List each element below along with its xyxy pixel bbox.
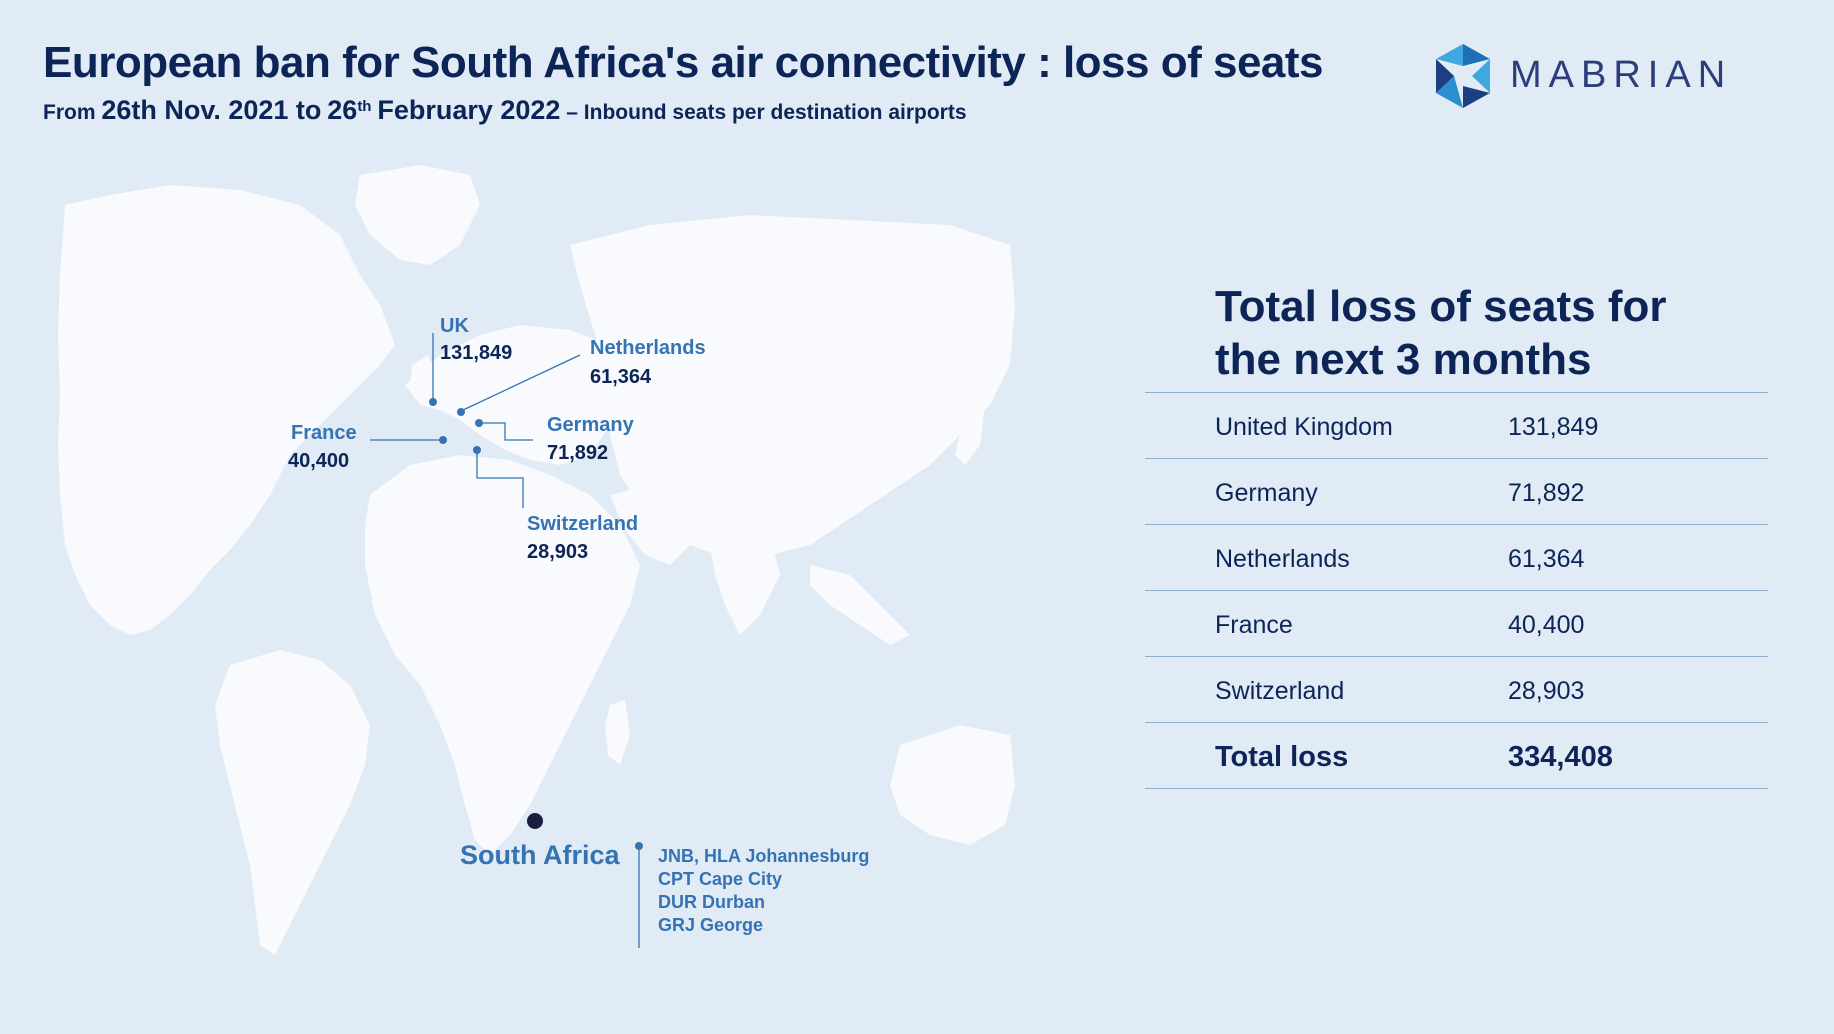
netherlands-connector xyxy=(460,354,581,412)
total-seats: 334,408 xyxy=(1508,741,1613,773)
airport-list-marker xyxy=(635,842,643,850)
netherlands-seats: 61,364 xyxy=(590,366,652,388)
table-row: United Kingdom 131,849 xyxy=(1145,393,1768,459)
airport-list: JNB, HLA Johannesburg CPT Cape City DUR … xyxy=(658,845,869,937)
airport-item: JNB, HLA Johannesburg xyxy=(658,846,870,866)
southeast-asia xyxy=(810,565,910,645)
row-seats: 28,903 xyxy=(1508,677,1585,705)
india xyxy=(710,535,780,635)
japan xyxy=(955,395,985,465)
row-country: United Kingdom xyxy=(1215,413,1393,441)
subtitle-date-end-day: 26 xyxy=(327,95,358,125)
table-row: Netherlands 61,364 xyxy=(1145,525,1768,591)
row-country: France xyxy=(1215,611,1293,639)
mabrian-hexagon-icon xyxy=(1436,44,1490,108)
europe xyxy=(405,325,620,465)
subtitle-description: – Inbound seats per destination airports xyxy=(566,101,967,124)
logo-text: MABRIAN xyxy=(1510,54,1733,96)
airport-item: CPT Cape City xyxy=(658,869,783,889)
switzerland-label: Switzerland xyxy=(527,513,639,535)
row-seats: 61,364 xyxy=(1508,545,1585,573)
table-row: Germany 71,892 xyxy=(1145,459,1768,525)
asia xyxy=(570,215,1015,560)
row-country: Switzerland xyxy=(1215,677,1345,705)
airport-item: DUR Durban xyxy=(658,892,765,912)
netherlands-marker xyxy=(457,408,465,416)
subtitle-from: From xyxy=(43,101,96,124)
row-country: Germany xyxy=(1215,479,1318,507)
table-total-row: Total loss 334,408 xyxy=(1145,723,1768,789)
uk-marker xyxy=(429,398,437,406)
south-africa-label: South Africa xyxy=(460,840,620,870)
subtitle-date-end-month: February 2022 xyxy=(377,95,561,125)
seat-loss-table: United Kingdom 131,849 Germany 71,892 Ne… xyxy=(1145,392,1768,789)
germany-connector xyxy=(479,422,533,441)
africa xyxy=(365,455,640,855)
germany-label: Germany xyxy=(547,414,634,436)
page-subtitle: From 26th Nov. 2021 to 26th February 202… xyxy=(43,95,967,126)
page-title: European ban for South Africa's air conn… xyxy=(43,38,1324,87)
british-isles xyxy=(410,355,436,401)
mabrian-logo: MABRIAN xyxy=(1432,42,1752,112)
madagascar xyxy=(605,700,630,765)
south-america xyxy=(215,650,370,955)
row-seats: 71,892 xyxy=(1508,479,1585,507)
switzerland-marker xyxy=(473,446,481,454)
row-country: Netherlands xyxy=(1215,545,1350,573)
table-row: France 40,400 xyxy=(1145,591,1768,657)
north-america xyxy=(58,185,395,635)
greenland xyxy=(355,165,480,265)
row-seats: 40,400 xyxy=(1508,611,1585,639)
row-seats: 131,849 xyxy=(1508,413,1599,441)
table-row: Switzerland 28,903 xyxy=(1145,657,1768,723)
switzerland-connector xyxy=(476,450,524,508)
netherlands-label: Netherlands xyxy=(590,337,706,359)
germany-seats: 71,892 xyxy=(547,442,609,464)
uk-seats: 131,849 xyxy=(440,342,513,364)
south-africa-origin-marker xyxy=(527,813,543,829)
france-label: France xyxy=(291,422,357,444)
france-seats: 40,400 xyxy=(288,450,350,472)
airport-item: GRJ George xyxy=(658,915,764,935)
uk-label: UK xyxy=(440,315,469,337)
subtitle-date-end-suffix: th xyxy=(357,98,372,115)
germany-marker xyxy=(475,419,483,427)
switzerland-seats: 28,903 xyxy=(527,541,589,563)
world-map xyxy=(58,165,1015,955)
arabia xyxy=(610,485,690,565)
landmasses xyxy=(58,165,1015,955)
subtitle-date-start: 26th Nov. 2021 to xyxy=(101,95,322,125)
france-marker xyxy=(439,436,447,444)
table-title: Total loss of seats for the next 3 month… xyxy=(1215,282,1667,384)
total-label: Total loss xyxy=(1215,741,1349,773)
australia xyxy=(890,725,1015,845)
